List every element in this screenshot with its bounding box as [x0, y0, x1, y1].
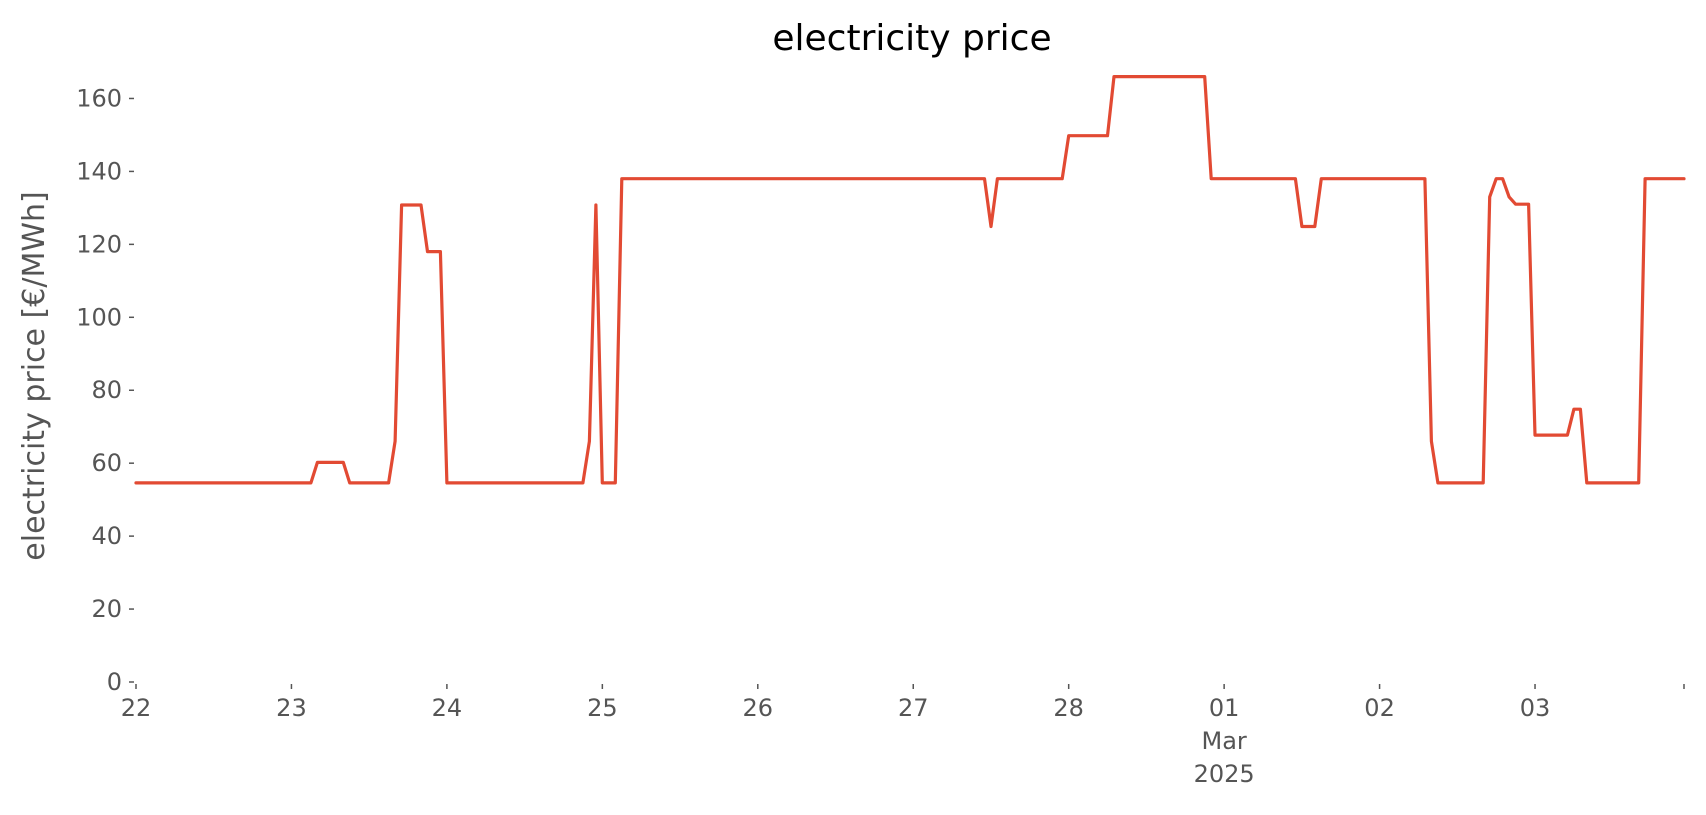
x-axis: 22 23 24 25 26 27 28 01 Mar 2025 02 03	[121, 684, 1685, 788]
y-tick-label: 80	[91, 376, 122, 404]
price-series-line	[134, 75, 1686, 485]
y-tick-label: 160	[76, 84, 122, 112]
x-tick-label: 01 Mar 2025	[1194, 694, 1255, 788]
x-tick-label: 27	[898, 694, 929, 722]
y-tick-label: 60	[91, 449, 122, 477]
x-tick-label: 25	[587, 694, 618, 722]
x-tick-label: 26	[743, 694, 774, 722]
y-tick-label: 0	[107, 668, 122, 696]
x-tick-label: 02	[1364, 694, 1395, 722]
x-tick-label: 24	[432, 694, 463, 722]
y-axis-label: electricity price [€/MWh]	[17, 191, 52, 560]
x-tick-label: 03	[1520, 694, 1551, 722]
x-tick-label: 23	[276, 694, 307, 722]
y-tick-label: 120	[76, 230, 122, 258]
chart-title: electricity price	[772, 18, 1051, 59]
x-tick-label: 22	[121, 694, 152, 722]
y-tick-label: 140	[76, 157, 122, 185]
plot-area	[134, 75, 1686, 485]
y-tick-label: 20	[91, 595, 122, 623]
y-tick-label: 40	[91, 522, 122, 550]
x-tick-label: 28	[1053, 694, 1084, 722]
y-axis: 0 20 40 60 80 100 120 140 160	[76, 84, 134, 696]
y-tick-label: 100	[76, 303, 122, 331]
